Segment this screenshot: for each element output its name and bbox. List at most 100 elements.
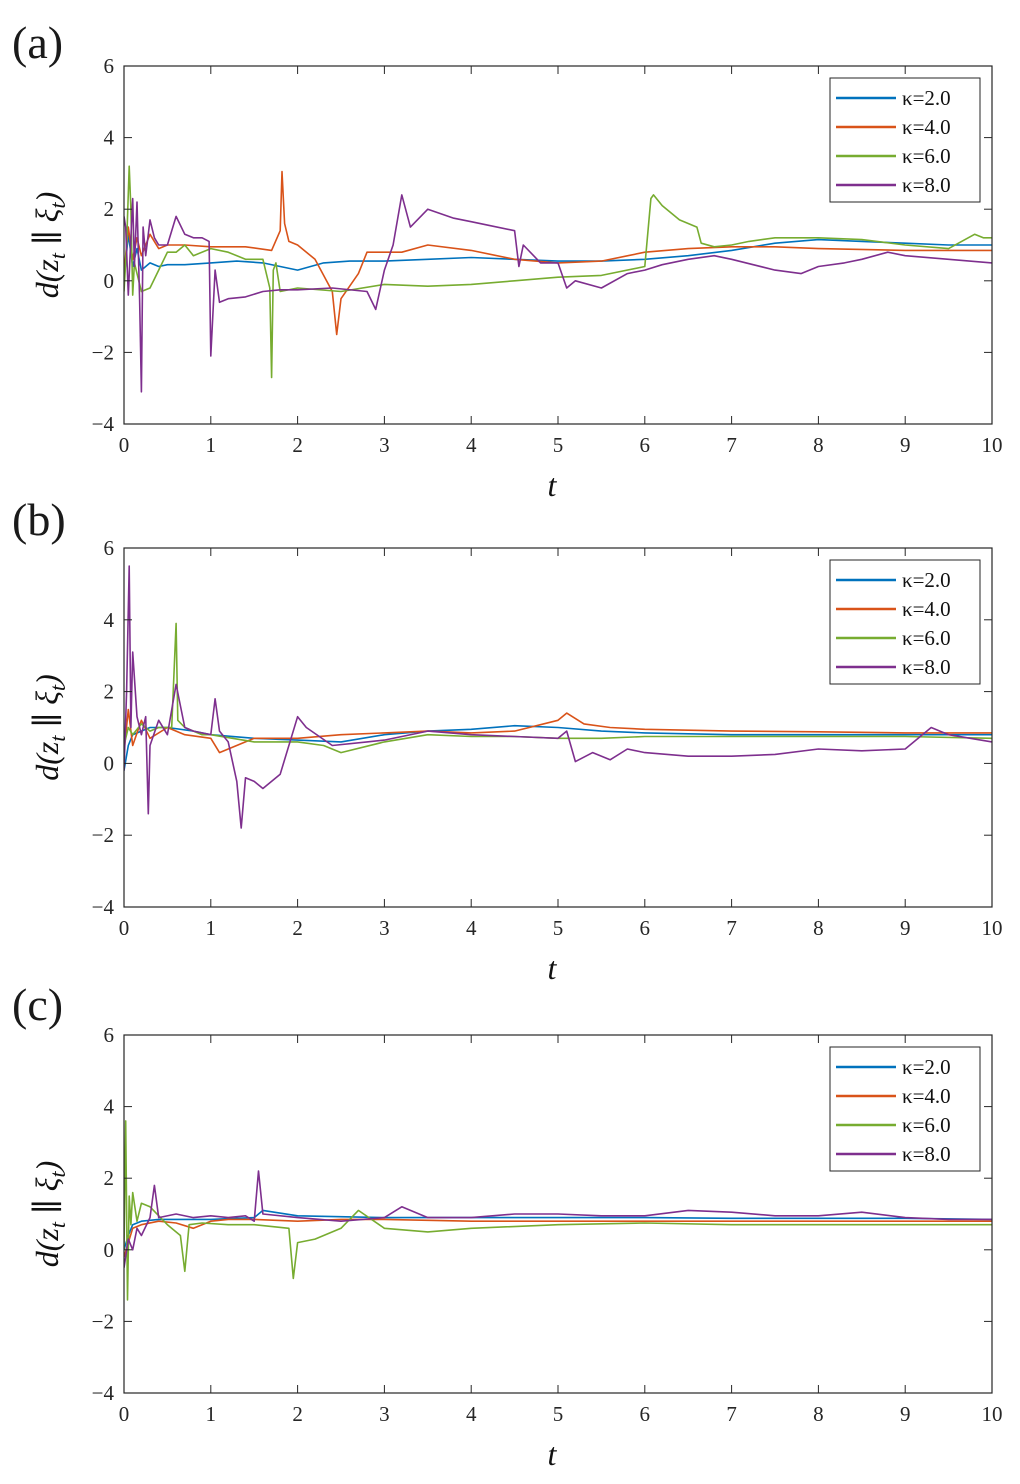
y-axis-label-part: ( xyxy=(29,269,65,282)
series-line-κ=4.0 xyxy=(124,1218,992,1258)
legend-label: κ=8.0 xyxy=(902,173,951,197)
legend-label: κ=2.0 xyxy=(902,86,951,110)
y-tick-label: 0 xyxy=(104,1238,115,1262)
y-tick-label: −2 xyxy=(92,823,114,847)
legend: κ=2.0 κ=4.0 κ=6.0 κ=8.0 xyxy=(829,1046,981,1172)
y-axis-label-part: z xyxy=(29,259,65,273)
x-tick-label: 3 xyxy=(379,916,390,940)
x-tick-label: 0 xyxy=(119,433,130,457)
legend-label: κ=4.0 xyxy=(902,1084,951,1108)
panel-label: (a) xyxy=(12,17,63,68)
legend-label: κ=2.0 xyxy=(902,1055,951,1079)
y-axis-label: d(zt ∥ ξt) xyxy=(29,674,70,781)
x-tick-label: 8 xyxy=(813,1402,824,1426)
y-axis-label-part: z xyxy=(29,741,65,755)
x-tick-label: 8 xyxy=(813,433,824,457)
y-axis-label-part: ξ xyxy=(29,208,65,222)
y-tick-label: −4 xyxy=(92,1381,115,1405)
y-tick-label: 6 xyxy=(104,536,115,560)
y-axis-label-subscript: t xyxy=(45,202,70,209)
legend-label: κ=4.0 xyxy=(902,597,951,621)
series-line-κ=2.0 xyxy=(124,1209,992,1251)
series-line-κ=2.0 xyxy=(124,233,992,281)
x-tick-label: 5 xyxy=(553,433,564,457)
x-tick-label: 8 xyxy=(813,916,824,940)
x-tick-label: 9 xyxy=(900,1402,911,1426)
x-tick-label: 2 xyxy=(292,1402,303,1426)
y-axis-label-part: ∥ xyxy=(29,705,65,736)
y-tick-label: 4 xyxy=(104,1095,115,1119)
series-line-κ=8.0 xyxy=(124,1170,992,1268)
x-tick-label: 4 xyxy=(466,1402,477,1426)
x-tick-label: 2 xyxy=(292,433,303,457)
x-tick-label: 4 xyxy=(466,433,477,457)
x-tick-label: 1 xyxy=(206,1402,217,1426)
y-axis-label: d(zt ∥ ξt) xyxy=(29,1161,70,1268)
y-axis-label-subscript: t xyxy=(45,1171,70,1178)
legend-label: κ=8.0 xyxy=(902,1142,951,1166)
y-tick-label: 4 xyxy=(104,126,115,150)
x-tick-label: 7 xyxy=(726,433,737,457)
x-tick-label: 10 xyxy=(982,1402,1003,1426)
series-line-κ=6.0 xyxy=(124,1120,992,1301)
x-tick-label: 7 xyxy=(726,916,737,940)
y-tick-label: 2 xyxy=(104,1166,115,1190)
y-axis-label-part: ∥ xyxy=(29,1191,65,1222)
panel-label: (c) xyxy=(12,979,63,1030)
legend-label: κ=2.0 xyxy=(902,568,951,592)
y-axis-label-part: ( xyxy=(29,1238,65,1251)
y-tick-label: 4 xyxy=(104,608,115,632)
y-tick-label: 6 xyxy=(104,1023,115,1047)
x-axis-label: t xyxy=(548,950,558,986)
legend-label: κ=4.0 xyxy=(902,115,951,139)
x-tick-label: 1 xyxy=(206,916,217,940)
legend: κ=2.0 κ=4.0 κ=6.0 κ=8.0 xyxy=(829,559,981,685)
legend-label: κ=6.0 xyxy=(902,626,951,650)
y-axis-label-part: ξ xyxy=(29,691,65,705)
x-tick-label: 0 xyxy=(119,1402,130,1426)
y-axis-label-subscript: t xyxy=(45,735,70,742)
x-tick-label: 4 xyxy=(466,916,477,940)
x-tick-label: 3 xyxy=(379,433,390,457)
y-axis-label-part: ( xyxy=(29,752,65,765)
y-axis-label-subscript: t xyxy=(45,684,70,691)
y-tick-label: −2 xyxy=(92,340,114,364)
y-axis-label-part: d xyxy=(29,1250,65,1267)
y-tick-label: 2 xyxy=(104,197,115,221)
y-axis-label-subscript: t xyxy=(45,252,70,259)
x-axis-label: t xyxy=(548,467,558,503)
y-tick-label: −4 xyxy=(92,412,115,436)
x-tick-label: 6 xyxy=(640,916,651,940)
y-axis-label-part: d xyxy=(29,281,65,298)
panel-label: (b) xyxy=(12,494,66,545)
y-axis-label-part: z xyxy=(29,1228,65,1242)
x-tick-label: 6 xyxy=(640,1402,651,1426)
series-line-κ=4.0 xyxy=(124,708,992,754)
x-tick-label: 3 xyxy=(379,1402,390,1426)
y-tick-label: 2 xyxy=(104,680,115,704)
y-tick-label: −4 xyxy=(92,895,115,919)
y-axis-label-subscript: t xyxy=(45,1221,70,1228)
y-axis-label: d(zt ∥ ξt) xyxy=(29,192,70,299)
legend: κ=2.0 κ=4.0 κ=6.0 κ=8.0 xyxy=(829,77,981,203)
y-tick-label: 6 xyxy=(104,54,115,78)
y-tick-label: 0 xyxy=(104,269,115,293)
x-axis-label: t xyxy=(548,1436,558,1472)
x-tick-label: 2 xyxy=(292,916,303,940)
y-axis-label-part: ∥ xyxy=(29,222,65,253)
y-axis-label-part: ξ xyxy=(29,1177,65,1191)
y-axis-label-part: ) xyxy=(29,674,65,687)
x-tick-label: 6 xyxy=(640,433,651,457)
x-tick-label: 1 xyxy=(206,433,217,457)
x-tick-label: 5 xyxy=(553,916,564,940)
x-tick-label: 7 xyxy=(726,1402,737,1426)
y-axis-label-part: ) xyxy=(29,1161,65,1174)
series-line-κ=6.0 xyxy=(124,622,992,754)
x-tick-label: 9 xyxy=(900,433,911,457)
x-tick-label: 10 xyxy=(982,916,1003,940)
series-line-κ=8.0 xyxy=(124,565,992,829)
x-tick-label: 0 xyxy=(119,916,130,940)
